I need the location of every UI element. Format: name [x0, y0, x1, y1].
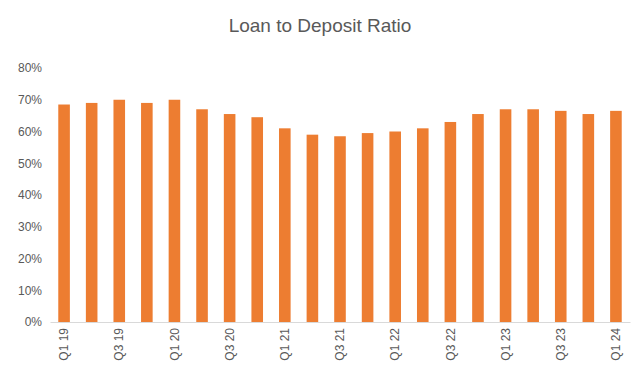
y-tick: 50% [18, 157, 50, 171]
bars [58, 100, 621, 322]
y-tick-label: 20% [18, 252, 42, 266]
plot: 0% 10% 20% 30% 40% 50% 60% 70% 80% Q1 19 Q3 19 Q1 2… [18, 61, 631, 360]
x-tick: Q3 20 [223, 322, 237, 361]
bar [169, 100, 181, 322]
y-tick: 60% [18, 125, 50, 139]
background [0, 0, 640, 384]
y-tick-label: 0% [25, 315, 43, 329]
x-tick-label: Q3 21 [333, 328, 347, 361]
chart: Loan to Deposit Ratio 0% 10% 20% 30% 40% 50% 60… [0, 0, 640, 384]
bar [307, 135, 319, 322]
bar [279, 128, 291, 322]
y-tick-label: 60% [18, 125, 42, 139]
x-tick: Q3 21 [333, 322, 347, 361]
x-tick-label: Q1 19 [57, 328, 71, 361]
x-tick-label: Q1 20 [168, 328, 182, 361]
bar [527, 109, 539, 322]
x-axis-line [51, 322, 631, 323]
bar [610, 111, 622, 322]
x-tick: Q1 19 [57, 322, 71, 361]
bar [583, 114, 595, 322]
y-tick-label: 10% [18, 284, 42, 298]
bar [555, 111, 567, 322]
bar [86, 103, 98, 322]
x-axis: Q1 19 Q3 19 Q1 20 Q3 20 Q1 21 Q3 21 Q1 22 Q3 22… [51, 322, 631, 361]
y-axis: 0% 10% 20% 30% 40% 50% 60% 70% 80% [18, 61, 51, 329]
y-tick: 20% [18, 252, 50, 266]
y-tick: 40% [18, 188, 50, 202]
bar [417, 128, 429, 322]
y-tick: 0% [25, 315, 50, 329]
x-tick-label: Q1 23 [499, 328, 513, 361]
x-tick: Q1 22 [388, 322, 402, 361]
bar [445, 122, 457, 322]
title: Loan to Deposit Ratio [229, 15, 412, 36]
x-tick-label: Q3 19 [112, 328, 126, 361]
y-tick-label: 50% [18, 157, 42, 171]
bar [196, 109, 208, 322]
x-tick-label: Q1 21 [278, 328, 292, 361]
bar [113, 100, 125, 322]
bar [224, 114, 236, 322]
x-tick: Q1 21 [278, 322, 292, 361]
y-tick: 80% [18, 61, 50, 75]
bar [141, 103, 153, 322]
x-tick: Q3 19 [112, 322, 126, 361]
x-tick-label: Q3 22 [444, 328, 458, 361]
y-tick-label: 70% [18, 93, 42, 107]
x-tick-label: Q1 22 [388, 328, 402, 361]
x-tick: Q1 20 [168, 322, 182, 361]
y-tick-label: 40% [18, 188, 42, 202]
y-tick: 70% [18, 93, 50, 107]
y-tick: 30% [18, 220, 50, 234]
y-tick-label: 80% [18, 61, 42, 75]
y-tick-label: 30% [18, 220, 42, 234]
bar [362, 133, 374, 322]
x-tick-label: Q3 20 [223, 328, 237, 361]
x-tick-label: Q3 23 [554, 328, 568, 361]
bar [334, 136, 346, 322]
bar [251, 117, 263, 322]
bar [389, 132, 401, 323]
x-tick: Q3 23 [554, 322, 568, 361]
x-tick-label: Q1 24 [609, 328, 623, 361]
y-tick: 10% [18, 284, 50, 298]
y-axis-line [50, 69, 51, 323]
x-tick: Q1 24 [609, 322, 623, 361]
bar [58, 105, 70, 322]
bar [500, 109, 512, 322]
x-tick: Q1 23 [499, 322, 513, 361]
bar [472, 114, 484, 322]
x-tick: Q3 22 [444, 322, 458, 361]
